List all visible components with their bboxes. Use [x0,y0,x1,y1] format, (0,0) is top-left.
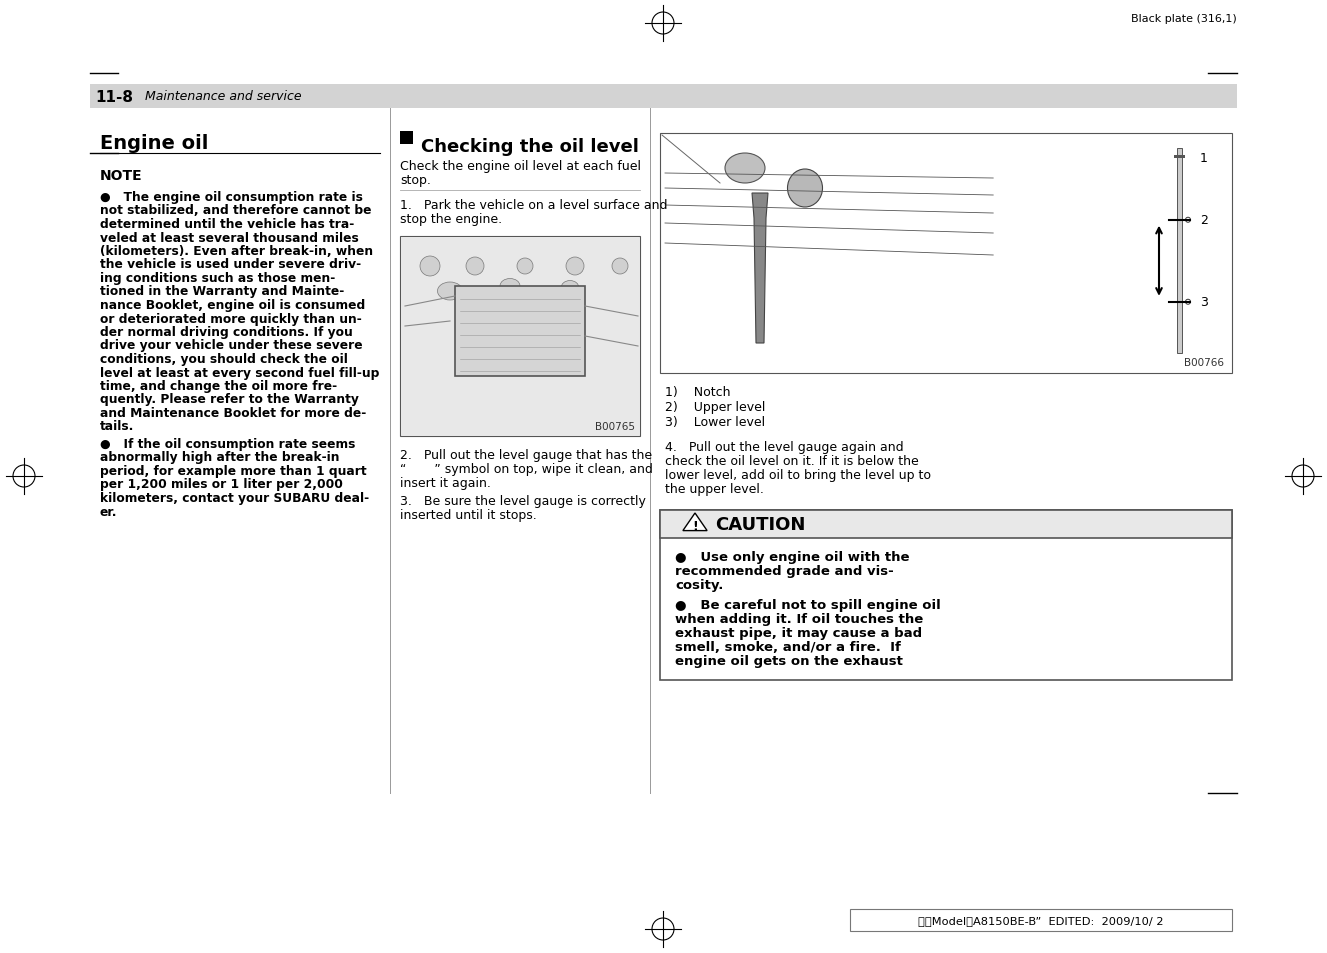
Text: or deteriorated more quickly than un-: or deteriorated more quickly than un- [100,313,362,325]
Ellipse shape [567,257,584,275]
Text: 3)    Lower level: 3) Lower level [665,416,766,429]
Text: 2: 2 [1200,214,1208,227]
Text: ing conditions such as those men-: ing conditions such as those men- [100,272,336,285]
Polygon shape [752,193,768,344]
Text: recommended grade and vis-: recommended grade and vis- [675,564,894,578]
Text: veled at least several thousand miles: veled at least several thousand miles [100,232,358,244]
Text: Engine oil: Engine oil [100,133,208,152]
Text: tails.: tails. [100,420,134,433]
Text: engine oil gets on the exhaust: engine oil gets on the exhaust [675,655,902,667]
Text: 3: 3 [1200,296,1208,309]
Bar [660,133,1231,374]
Text: ●   If the oil consumption rate seems: ● If the oil consumption rate seems [100,437,356,451]
Bar [660,511,1231,538]
Text: ●   The engine oil consumption rate is: ● The engine oil consumption rate is [100,191,362,204]
Ellipse shape [787,170,823,208]
Text: 1: 1 [1200,152,1208,164]
Text: 1)    Notch: 1) Notch [665,386,730,398]
Ellipse shape [612,258,628,274]
Text: exhaust pipe, it may cause a bad: exhaust pipe, it may cause a bad [675,626,922,639]
Bar [455,287,585,376]
Text: determined until the vehicle has tra-: determined until the vehicle has tra- [100,218,354,231]
Bar [660,511,1231,680]
Ellipse shape [438,283,463,301]
Text: when adding it. If oil touches the: when adding it. If oil touches the [675,613,924,625]
Text: NOTE: NOTE [100,169,142,183]
Text: drive your vehicle under these severe: drive your vehicle under these severe [100,339,362,352]
Text: conditions, you should check the oil: conditions, you should check the oil [100,353,348,366]
Text: and Maintenance Booklet for more de-: and Maintenance Booklet for more de- [100,407,366,419]
Bar [90,85,1237,109]
Bar [851,909,1231,931]
Text: Check the engine oil level at each fuel: Check the engine oil level at each fuel [399,160,641,172]
Text: 4.   Pull out the level gauge again and: 4. Pull out the level gauge again and [665,440,904,454]
Text: tioned in the Warranty and Mainte-: tioned in the Warranty and Mainte- [100,285,344,298]
Text: (kilometers). Even after break-in, when: (kilometers). Even after break-in, when [100,245,373,257]
Text: Checking the oil level: Checking the oil level [421,138,638,156]
Text: !: ! [693,519,698,532]
Ellipse shape [518,258,533,274]
Text: B00765: B00765 [594,421,636,432]
Text: insert it again.: insert it again. [399,476,491,490]
Text: quently. Please refer to the Warranty: quently. Please refer to the Warranty [100,393,358,406]
Ellipse shape [725,153,764,184]
Ellipse shape [421,256,441,276]
Bar [399,132,413,145]
Ellipse shape [500,279,520,294]
Text: der normal driving conditions. If you: der normal driving conditions. If you [100,326,353,338]
Text: “       ” symbol on top, wipe it clean, and: “ ” symbol on top, wipe it clean, and [399,462,653,476]
Text: cosity.: cosity. [675,578,723,592]
Text: not stabilized, and therefore cannot be: not stabilized, and therefore cannot be [100,204,372,217]
Text: lower level, add oil to bring the level up to: lower level, add oil to bring the level … [665,469,932,481]
Bar [1174,156,1185,159]
Ellipse shape [561,281,579,296]
Text: check the oil level on it. If it is below the: check the oil level on it. If it is belo… [665,455,918,468]
Polygon shape [683,514,707,531]
Bar [399,236,640,436]
Text: 2.   Pull out the level gauge that has the: 2. Pull out the level gauge that has the [399,449,652,461]
Text: time, and change the oil more fre-: time, and change the oil more fre- [100,379,337,393]
Text: abnormally high after the break-in: abnormally high after the break-in [100,451,340,464]
Text: er.: er. [100,505,118,518]
Text: stop.: stop. [399,173,431,187]
Text: ●   Be careful not to spill engine oil: ● Be careful not to spill engine oil [675,598,941,612]
Text: stop the engine.: stop the engine. [399,213,502,226]
Text: 2)    Upper level: 2) Upper level [665,400,766,414]
Text: kilometers, contact your SUBARU deal-: kilometers, contact your SUBARU deal- [100,492,369,504]
Text: 3.   Be sure the level gauge is correctly: 3. Be sure the level gauge is correctly [399,495,646,507]
Text: the vehicle is used under severe driv-: the vehicle is used under severe driv- [100,258,361,272]
Text: CAUTION: CAUTION [715,516,805,534]
Text: the upper level.: the upper level. [665,482,764,496]
Text: 1.   Park the vehicle on a level surface and: 1. Park the vehicle on a level surface a… [399,199,667,212]
Bar [401,237,640,436]
Text: level at least at every second fuel fill-up: level at least at every second fuel fill… [100,366,380,379]
Text: smell, smoke, and/or a fire.  If: smell, smoke, and/or a fire. If [675,640,901,654]
Text: ●   Use only engine oil with the: ● Use only engine oil with the [675,551,909,563]
Text: nance Booklet, engine oil is consumed: nance Booklet, engine oil is consumed [100,298,365,312]
Text: Maintenance and service: Maintenance and service [145,91,301,103]
Text: 11-8: 11-8 [96,90,133,105]
Text: inserted until it stops.: inserted until it stops. [399,509,536,521]
Text: per 1,200 miles or 1 liter per 2,000: per 1,200 miles or 1 liter per 2,000 [100,478,342,491]
Text: B00766: B00766 [1184,357,1223,368]
Text: 北米ModelＢA8150BE-B”  EDITED:  2009/10/ 2: 北米ModelＢA8150BE-B” EDITED: 2009/10/ 2 [918,915,1164,925]
Text: period, for example more than 1 quart: period, for example more than 1 quart [100,464,366,477]
Text: Black plate (316,1): Black plate (316,1) [1131,14,1237,24]
Ellipse shape [466,257,484,275]
Bar [1177,149,1182,354]
